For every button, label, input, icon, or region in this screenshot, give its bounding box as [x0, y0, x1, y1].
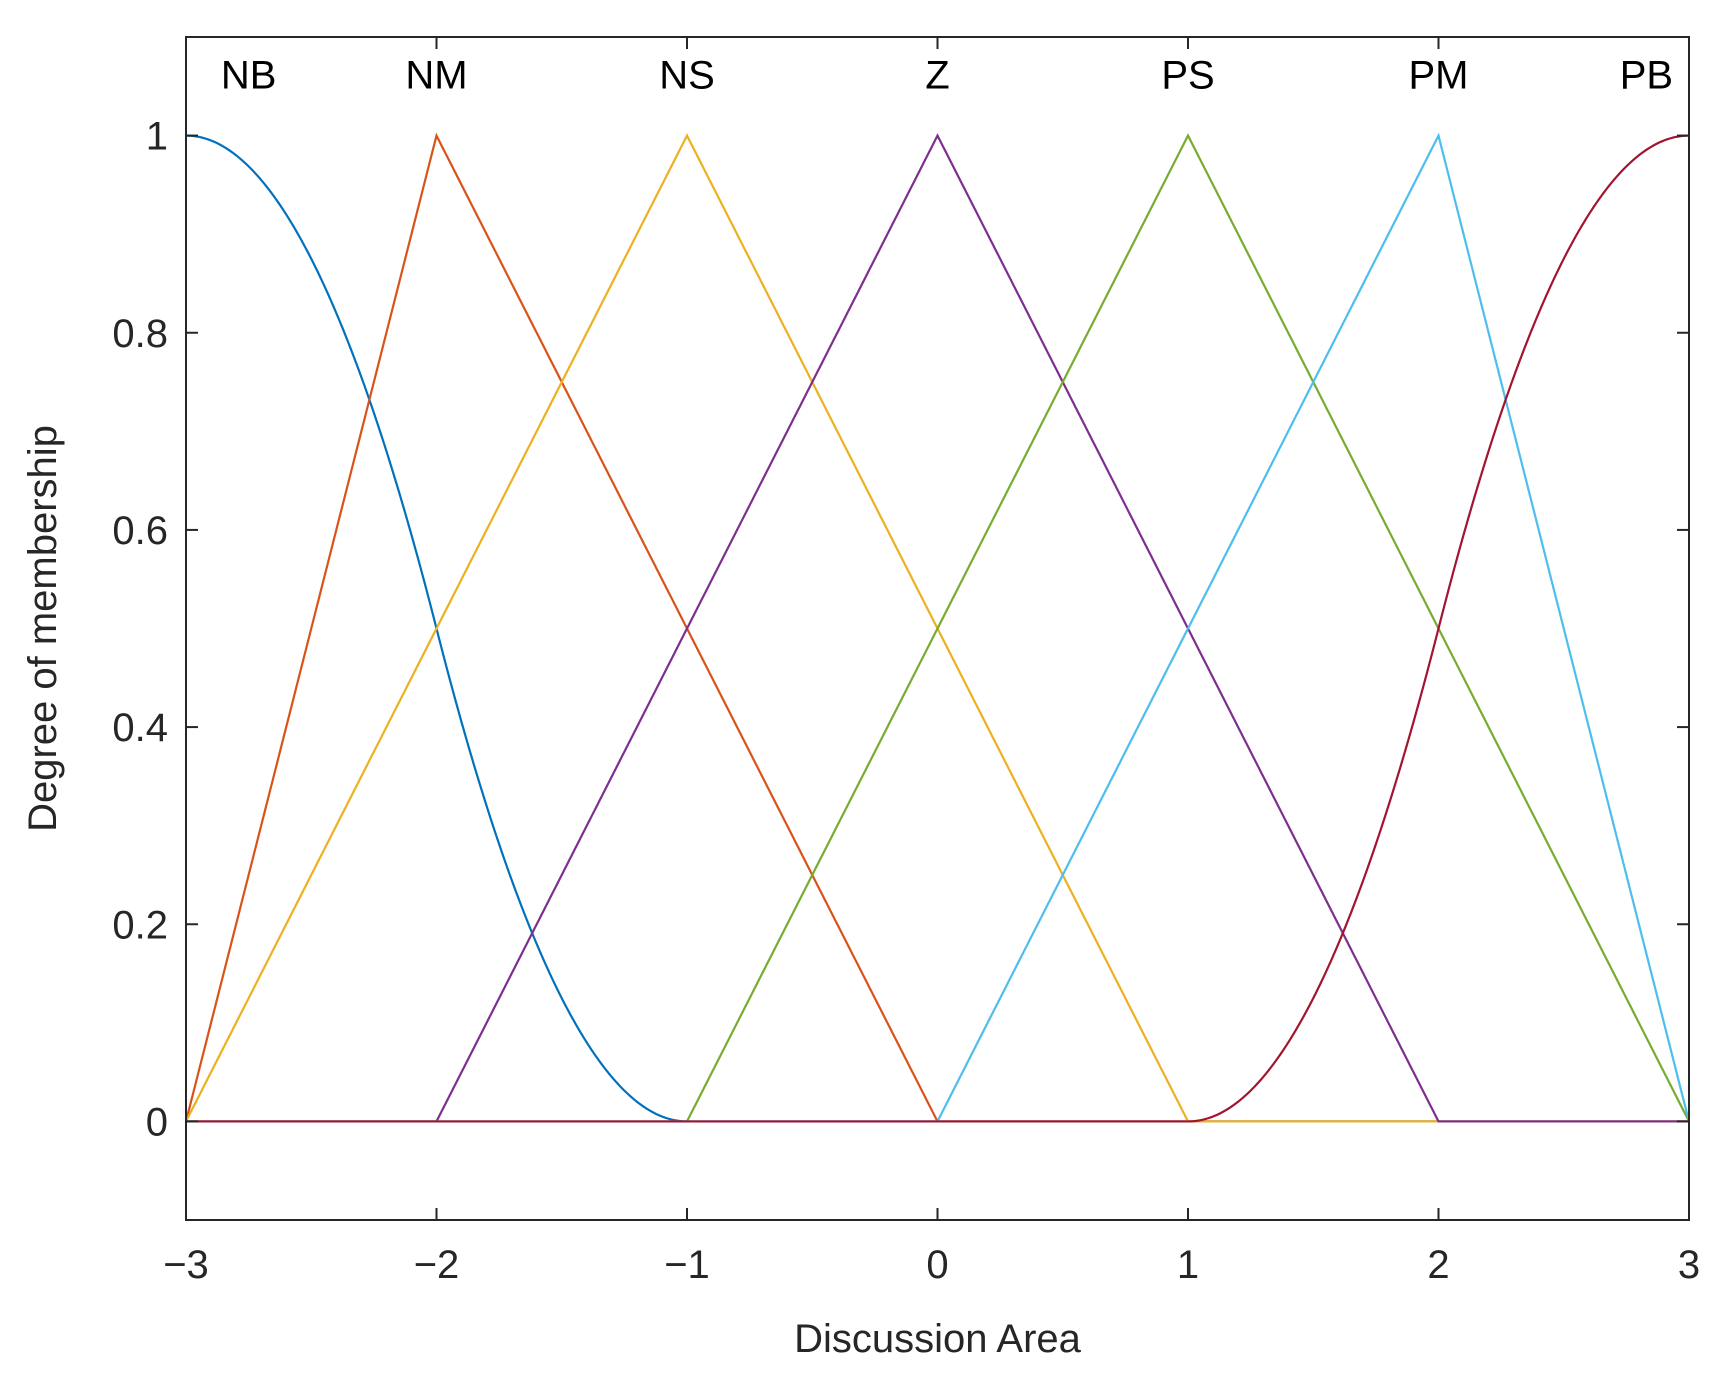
y-tick-label: 0.8: [112, 312, 168, 356]
x-tick-label: −2: [414, 1243, 460, 1287]
x-tick-label: 2: [1427, 1243, 1449, 1287]
mf-label-nb: NB: [221, 53, 277, 97]
mf-label-nm: NM: [405, 53, 467, 97]
membership-function-labels: NB NM NS Z PS PM PB: [221, 53, 1673, 97]
y-tick-label: 1: [146, 115, 168, 159]
y-tick-label: 0: [146, 1100, 168, 1144]
y-tick-label: 0.4: [112, 706, 168, 750]
mf-label-pb: PB: [1620, 53, 1673, 97]
curve-pb: [186, 134, 1690, 1123]
x-tick-label: −3: [163, 1243, 209, 1287]
membership-curves: [184, 132, 1691, 1123]
x-tick-label: 3: [1678, 1243, 1700, 1287]
mf-label-ps: PS: [1161, 53, 1214, 97]
mf-label-z: Z: [925, 53, 949, 97]
axis-ticks: −3 −2 −1 0 1 2 3 0 0.2 0.4 0.6 0.8 1: [112, 37, 1700, 1287]
mf-label-pm: PM: [1409, 53, 1469, 97]
x-tick-label: 0: [926, 1243, 948, 1287]
x-tick-label: −1: [664, 1243, 710, 1287]
x-axis-label: Discussion Area: [794, 1317, 1082, 1361]
y-tick-label: 0.6: [112, 509, 168, 553]
y-axis-label: Degree of membership: [21, 425, 65, 832]
x-tick-label: 1: [1177, 1243, 1199, 1287]
y-tick-label: 0.2: [112, 903, 168, 947]
curve-ps: [186, 133, 1690, 1123]
mf-label-ns: NS: [659, 53, 715, 97]
